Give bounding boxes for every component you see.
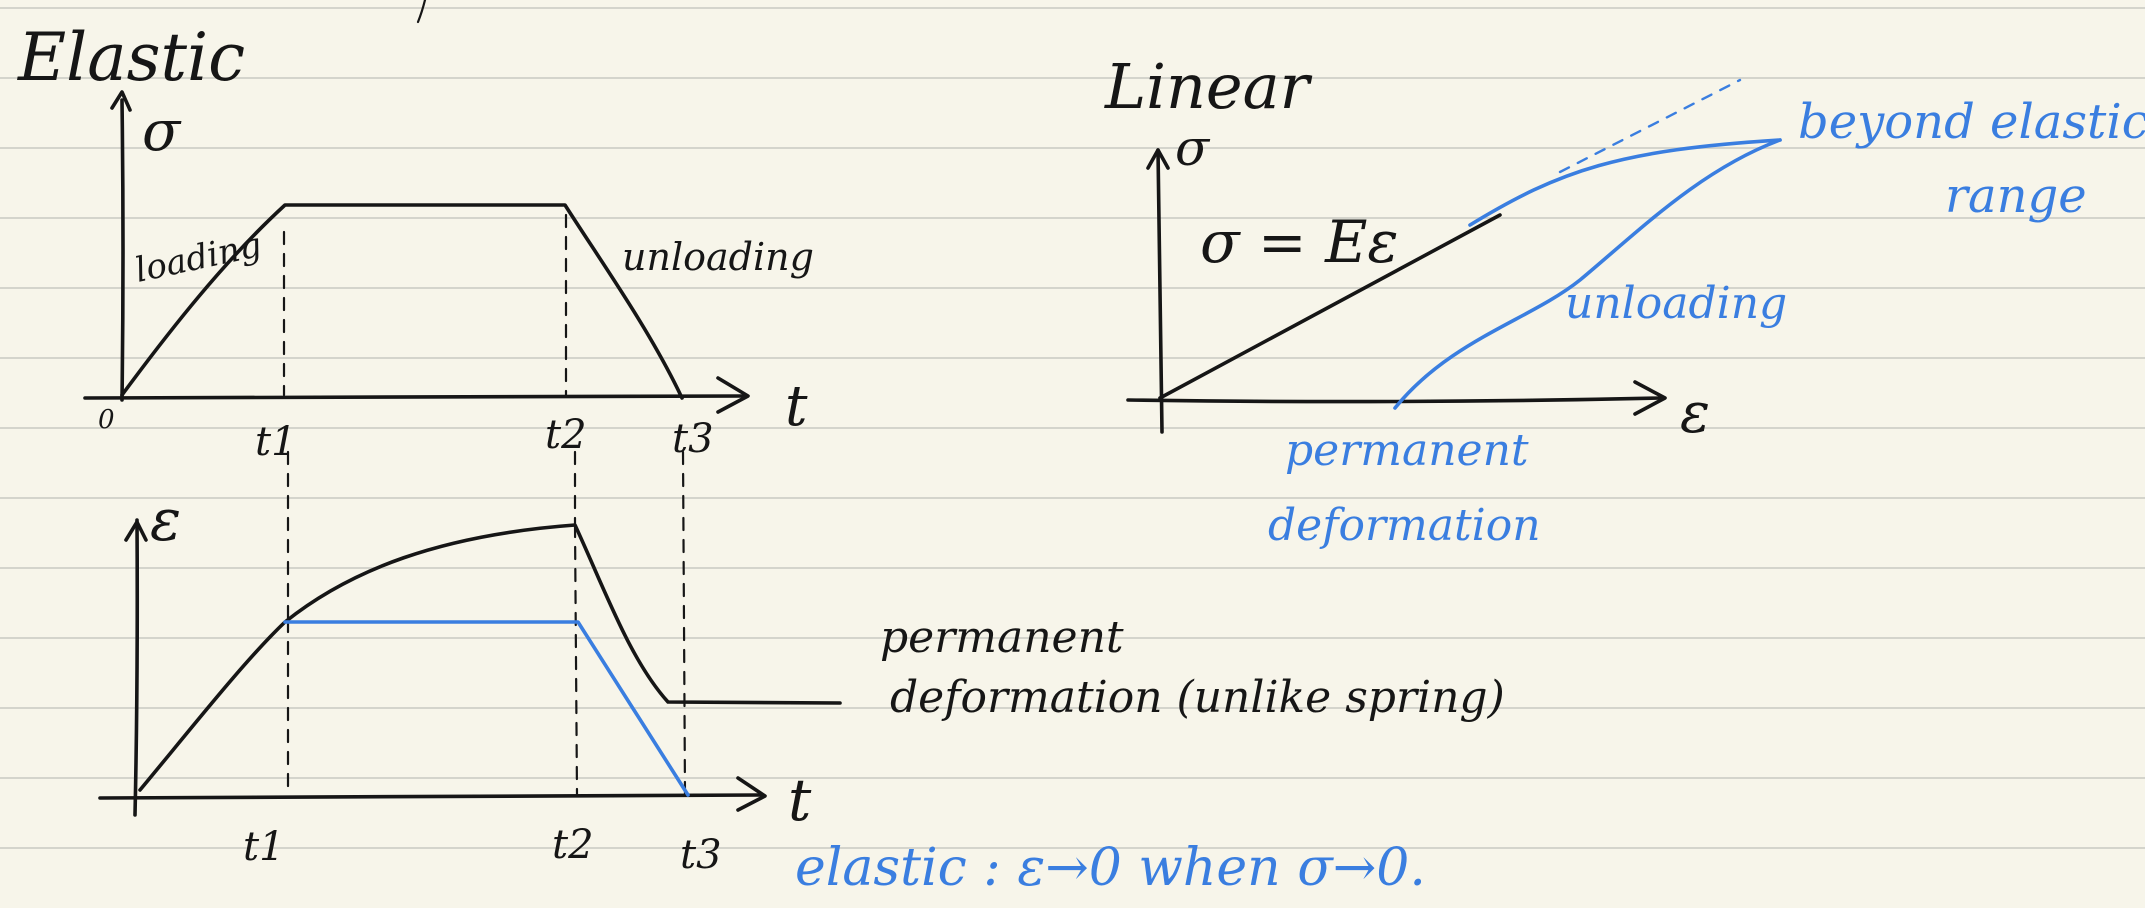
strain-time-tick-t2: t2 xyxy=(552,822,594,868)
stress-time-curve xyxy=(120,203,684,400)
ruled-lines xyxy=(0,7,2145,849)
unloading-label: unloading xyxy=(622,235,814,279)
unloading-curve xyxy=(1393,138,1782,410)
strain-time-x-label: t xyxy=(788,766,812,834)
middle-notes: permanent deformation (unlike spring) el… xyxy=(795,612,1505,898)
linear-title: Linear xyxy=(1104,50,1313,123)
linear-elastic-line xyxy=(1158,213,1502,400)
strain-time-t2-guide xyxy=(573,523,579,797)
stress-time-tick-t3: t3 xyxy=(672,416,714,462)
stress-strain-y-axis xyxy=(1156,148,1164,434)
beyond-elastic-label-line2: range xyxy=(1945,168,2087,224)
stress-strain-x-arrow xyxy=(1633,380,1667,416)
elastic-return-curve xyxy=(283,620,690,797)
elastic-extension-dashed xyxy=(1558,78,1742,174)
elastic-title: Elastic xyxy=(17,19,245,96)
permanent-note-line1: permanent xyxy=(880,612,1124,663)
strain-time-x-arrow xyxy=(736,776,767,812)
loading-label: loading xyxy=(132,225,265,291)
stress-time-origin-label: 0 xyxy=(98,405,115,435)
beyond-elastic-loading-curve xyxy=(1468,138,1782,227)
strain-time-tick-t1: t1 xyxy=(243,824,285,870)
permanent-deformation-label-line2: deformation xyxy=(1268,500,1541,551)
strain-time-y-arrow xyxy=(124,520,148,542)
stray-pen-mark xyxy=(416,0,427,24)
stress-strain-graph: Linear σ ε σ = Eε beyond elastic range u… xyxy=(1104,50,2145,551)
strain-time-graph: ε t t1 t2 t3 xyxy=(98,450,842,878)
stress-time-tick-t1: t1 xyxy=(255,419,297,465)
strain-time-tick-t3: t3 xyxy=(680,832,722,878)
stress-time-x-arrow xyxy=(716,376,750,414)
stress-strain-y-label: σ xyxy=(1175,119,1211,177)
elastic-condition-note: elastic : ε→0 when σ→0. xyxy=(795,838,1426,898)
right-unloading-label: unloading xyxy=(1565,278,1787,329)
stress-time-tick-t2: t2 xyxy=(545,412,587,458)
strain-time-curve xyxy=(138,523,842,792)
stress-time-y-axis xyxy=(120,98,125,402)
stress-strain-x-axis xyxy=(1126,396,1662,404)
stress-strain-y-arrow xyxy=(1146,148,1170,170)
beyond-elastic-label-line1: beyond elastic xyxy=(1798,94,2145,150)
stress-time-y-label: σ xyxy=(142,99,182,164)
strain-time-t3-guide xyxy=(681,450,687,797)
stress-time-x-label: t xyxy=(785,374,808,439)
stress-time-graph: Elastic σ t 0 loading unloading t1 t2 t3 xyxy=(17,19,814,465)
permanent-note-line2: deformation (unlike spring) xyxy=(890,672,1505,723)
strain-time-y-axis xyxy=(133,518,140,817)
stress-time-y-arrow xyxy=(110,90,132,112)
strain-time-y-label: ε xyxy=(150,486,181,554)
stress-strain-x-label: ε xyxy=(1680,381,1710,446)
stress-time-x-axis xyxy=(83,394,747,400)
strain-time-x-axis xyxy=(98,793,762,800)
hookes-law-equation: σ = Eε xyxy=(1200,208,1399,276)
permanent-deformation-label-line1: permanent xyxy=(1285,425,1529,476)
